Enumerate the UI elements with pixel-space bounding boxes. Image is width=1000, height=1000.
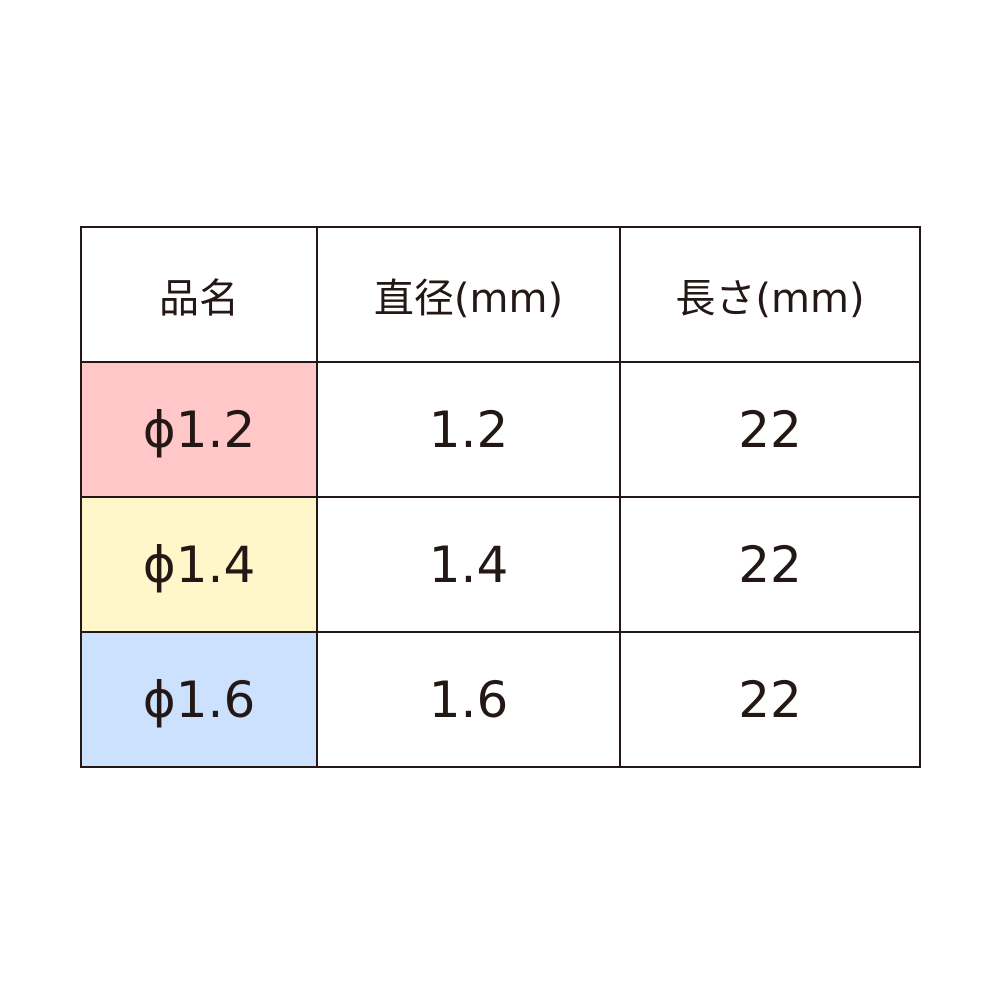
diameter-cell: 1.6 bbox=[316, 631, 621, 768]
diameter-cell: 1.4 bbox=[316, 496, 621, 633]
product-name-cell: ϕ1.4 bbox=[80, 496, 318, 633]
product-name-cell: ϕ1.2 bbox=[80, 361, 318, 498]
table-row: ϕ1.6 1.6 22 bbox=[80, 631, 921, 768]
table-row: ϕ1.4 1.4 22 bbox=[80, 496, 921, 633]
product-name-cell: ϕ1.6 bbox=[80, 631, 318, 768]
diameter-cell: 1.2 bbox=[316, 361, 621, 498]
length-cell: 22 bbox=[619, 496, 921, 633]
length-cell: 22 bbox=[619, 631, 921, 768]
spec-table: 品名 直径(mm) 長さ(mm) ϕ1.2 1.2 22 ϕ1.4 1.4 22… bbox=[80, 226, 921, 768]
header-name: 品名 bbox=[80, 226, 318, 363]
header-diameter: 直径(mm) bbox=[316, 226, 621, 363]
header-row: 品名 直径(mm) 長さ(mm) bbox=[80, 226, 921, 363]
length-cell: 22 bbox=[619, 361, 921, 498]
header-length: 長さ(mm) bbox=[619, 226, 921, 363]
table-row: ϕ1.2 1.2 22 bbox=[80, 361, 921, 498]
